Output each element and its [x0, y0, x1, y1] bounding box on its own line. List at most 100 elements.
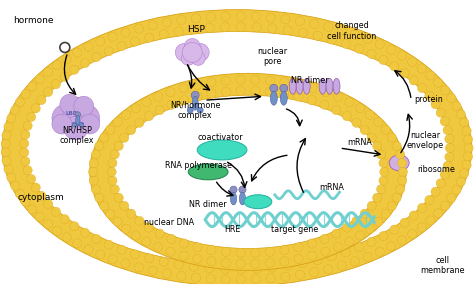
Circle shape — [60, 94, 80, 114]
Circle shape — [381, 209, 390, 219]
Circle shape — [7, 173, 16, 182]
Circle shape — [175, 44, 193, 61]
Text: target gene: target gene — [271, 225, 318, 234]
Circle shape — [131, 37, 140, 46]
Text: RNA polymerase: RNA polymerase — [165, 161, 232, 170]
Circle shape — [387, 133, 397, 142]
Circle shape — [31, 104, 40, 113]
Ellipse shape — [24, 32, 450, 264]
Text: changed
cell function: changed cell function — [327, 21, 376, 40]
Circle shape — [379, 55, 388, 65]
Circle shape — [193, 80, 202, 89]
Circle shape — [239, 186, 246, 193]
Circle shape — [153, 242, 162, 251]
Circle shape — [443, 161, 452, 170]
Circle shape — [320, 100, 329, 109]
Circle shape — [456, 177, 466, 186]
Circle shape — [113, 217, 122, 226]
Circle shape — [363, 34, 372, 44]
Circle shape — [120, 133, 129, 142]
Ellipse shape — [244, 195, 272, 209]
Circle shape — [365, 224, 374, 233]
Text: NR dimer: NR dimer — [190, 200, 227, 209]
Circle shape — [464, 143, 473, 152]
Circle shape — [131, 104, 141, 113]
Circle shape — [221, 12, 230, 21]
Circle shape — [417, 64, 426, 73]
Circle shape — [446, 93, 456, 103]
Circle shape — [162, 269, 171, 278]
Circle shape — [174, 27, 183, 36]
Circle shape — [280, 245, 289, 255]
Circle shape — [452, 185, 461, 194]
Circle shape — [327, 252, 336, 261]
Circle shape — [360, 125, 370, 135]
Circle shape — [166, 87, 175, 97]
Circle shape — [51, 80, 60, 89]
Circle shape — [345, 98, 354, 107]
Circle shape — [60, 72, 69, 81]
Circle shape — [445, 152, 454, 162]
Circle shape — [1, 139, 10, 148]
Circle shape — [142, 98, 151, 107]
Ellipse shape — [326, 78, 333, 94]
Circle shape — [387, 201, 397, 211]
Circle shape — [21, 130, 30, 139]
Circle shape — [35, 74, 44, 84]
Circle shape — [28, 82, 37, 91]
Circle shape — [252, 264, 261, 273]
Circle shape — [280, 84, 288, 92]
Circle shape — [298, 28, 307, 37]
Circle shape — [179, 84, 188, 93]
Circle shape — [333, 242, 342, 251]
Circle shape — [452, 101, 461, 111]
Circle shape — [21, 157, 30, 166]
Circle shape — [220, 23, 230, 32]
Circle shape — [105, 209, 115, 219]
Circle shape — [281, 272, 290, 281]
Ellipse shape — [112, 95, 384, 249]
Circle shape — [374, 117, 383, 127]
Circle shape — [280, 257, 289, 266]
Circle shape — [91, 185, 100, 194]
Circle shape — [70, 222, 79, 231]
Circle shape — [31, 183, 40, 192]
Circle shape — [443, 125, 452, 135]
Circle shape — [92, 52, 101, 62]
Circle shape — [323, 22, 333, 31]
Circle shape — [281, 15, 290, 24]
Circle shape — [207, 257, 216, 266]
Ellipse shape — [230, 192, 237, 205]
Circle shape — [372, 193, 382, 202]
Text: mRNA: mRNA — [320, 183, 344, 192]
Circle shape — [400, 69, 409, 78]
Circle shape — [27, 112, 36, 122]
Text: cytoplasm: cytoplasm — [17, 193, 64, 202]
Circle shape — [80, 114, 100, 134]
Circle shape — [374, 217, 383, 226]
Circle shape — [142, 237, 151, 246]
Circle shape — [351, 30, 360, 39]
Circle shape — [295, 270, 304, 279]
Circle shape — [121, 259, 130, 268]
Circle shape — [323, 264, 333, 274]
Circle shape — [367, 237, 376, 247]
Circle shape — [363, 252, 372, 261]
Text: coactivator: coactivator — [197, 133, 243, 142]
Circle shape — [135, 118, 144, 127]
Circle shape — [135, 216, 144, 225]
Circle shape — [294, 243, 303, 252]
Circle shape — [64, 116, 88, 140]
Circle shape — [80, 58, 90, 68]
Circle shape — [375, 40, 384, 49]
Circle shape — [313, 31, 322, 40]
Circle shape — [436, 179, 446, 188]
Circle shape — [236, 275, 246, 284]
Circle shape — [367, 201, 376, 211]
Circle shape — [2, 131, 11, 140]
Circle shape — [37, 95, 46, 105]
Circle shape — [251, 248, 260, 257]
Circle shape — [460, 118, 469, 127]
Circle shape — [92, 234, 101, 244]
Circle shape — [70, 65, 79, 74]
